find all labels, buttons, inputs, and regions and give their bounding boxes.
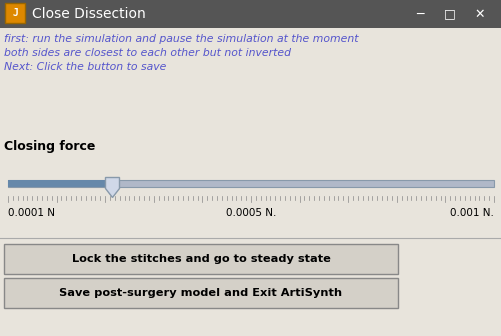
FancyBboxPatch shape (0, 0, 501, 28)
FancyBboxPatch shape (4, 244, 397, 274)
Text: both sides are closest to each other but not inverted: both sides are closest to each other but… (4, 48, 291, 58)
Text: Lock the stitches and go to steady state: Lock the stitches and go to steady state (72, 254, 330, 264)
FancyBboxPatch shape (0, 28, 501, 336)
Text: Closing force: Closing force (4, 140, 95, 153)
Polygon shape (105, 177, 119, 198)
Text: Next: Click the button to save: Next: Click the button to save (4, 62, 166, 72)
Text: 0.0005 N.: 0.0005 N. (225, 208, 276, 218)
Text: ✕: ✕ (474, 7, 484, 20)
Text: □: □ (443, 7, 455, 20)
FancyBboxPatch shape (5, 3, 25, 23)
FancyBboxPatch shape (8, 179, 112, 186)
FancyBboxPatch shape (8, 179, 493, 186)
Text: first: run the simulation and pause the simulation at the moment: first: run the simulation and pause the … (4, 34, 358, 44)
Text: 0.001 N.: 0.001 N. (449, 208, 493, 218)
FancyBboxPatch shape (4, 278, 397, 308)
Text: Save post-surgery model and Exit ArtiSynth: Save post-surgery model and Exit ArtiSyn… (59, 288, 342, 298)
Text: 0.0001 N: 0.0001 N (8, 208, 55, 218)
Text: J: J (12, 8, 18, 18)
Text: Close Dissection: Close Dissection (32, 7, 145, 21)
Text: ─: ─ (415, 7, 423, 20)
